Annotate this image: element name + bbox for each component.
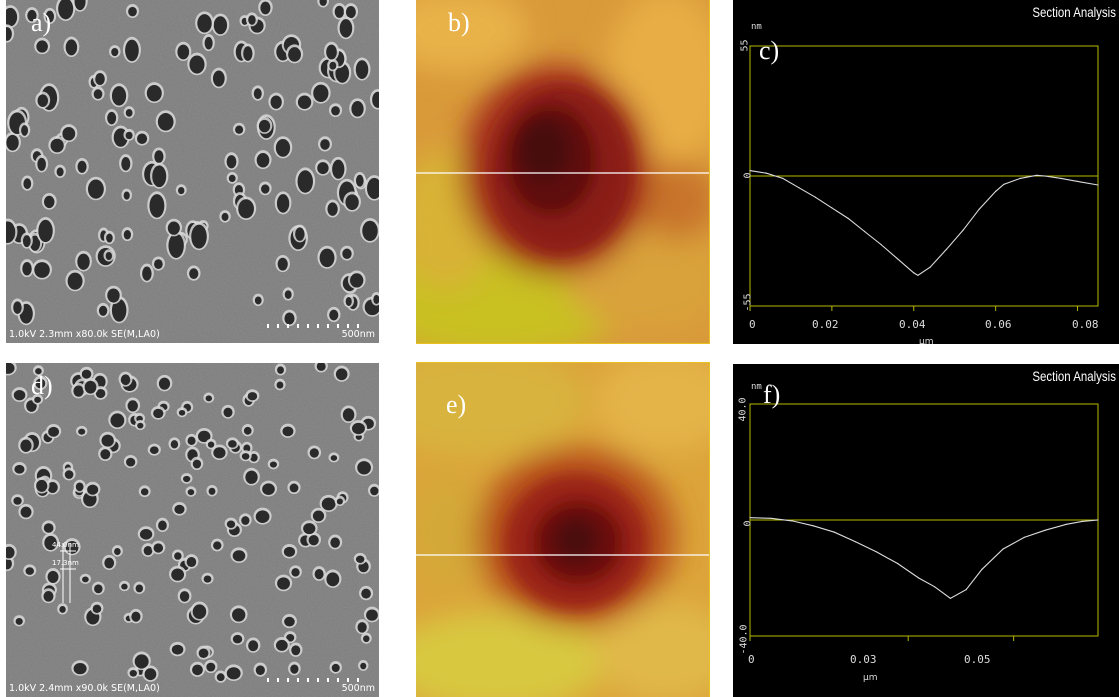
panel-label-e: e) [446, 390, 467, 419]
profile-point [978, 208, 980, 210]
profile-point [864, 230, 866, 233]
afm-heightmap-e [416, 362, 710, 697]
profile-point [749, 517, 751, 519]
profile-point [749, 170, 751, 172]
measurement-markers [60, 543, 76, 603]
x-tick-f-0: 0 [748, 653, 755, 666]
sem-texture [6, 363, 379, 697]
sem-footer-d: 1.0kV 2.4mm x90.0k SE(M,LA0) [9, 683, 160, 694]
profile-point [812, 525, 814, 527]
y-tick-f-0: 40.0 [737, 397, 749, 422]
profile-point [1019, 177, 1021, 179]
section-profile-chart-f [749, 403, 1099, 641]
y-tick-f-2: -40.0 [738, 624, 750, 655]
x-tick-c-2: 0.04 [899, 318, 926, 331]
profile-point [981, 568, 983, 570]
afm-heightmap-b [416, 0, 710, 344]
measurement-2: 17.3nm [52, 559, 79, 567]
panel-label-d: d) [31, 371, 53, 400]
y-tick-c-0: 55 [739, 39, 751, 52]
profile-point [929, 266, 931, 268]
panel-label-a: a) [31, 8, 52, 37]
profile-point [798, 187, 800, 189]
x-tick-f-1: 0.03 [850, 653, 877, 666]
profile-point [831, 207, 833, 209]
x-tick-f-2: 0.05 [964, 653, 991, 666]
profile-point [1081, 520, 1083, 522]
profile-point [945, 248, 948, 250]
profile-point [1097, 184, 1099, 186]
profile-point [1023, 536, 1025, 538]
x-tick-c-3: 0.06 [985, 318, 1012, 331]
profile-point [1044, 529, 1046, 531]
afm-image-b: b) [416, 0, 710, 344]
afm-image-e: e) [416, 362, 710, 697]
section-profile-chart-c [749, 45, 1099, 311]
y-tick-f-1: 0 [742, 520, 754, 527]
profile-point [933, 586, 936, 588]
profile-point [918, 577, 920, 579]
profile-point [847, 217, 849, 220]
x-unit-c: μm [919, 337, 934, 344]
profile-point [1002, 548, 1004, 550]
sem-footer-a: 1.0kV 2.3mm x80.0k SE(M,LA0) [9, 329, 160, 340]
profile-point [814, 196, 817, 198]
y-unit-c: nm [751, 22, 762, 32]
sem-image-a: a) 1.0kV 2.3mm x80.0k SE(M,LA0) 500nm [6, 0, 379, 343]
profile-point [770, 517, 772, 519]
profile-point [917, 274, 919, 276]
profile-point [782, 177, 784, 179]
profile-point [1036, 174, 1038, 176]
y-tick-c-1: 0 [742, 172, 754, 179]
section-analysis-f: Section Analysis nm 40.0 0 -40.0 0 0.03 … [733, 364, 1119, 697]
profile-point [1076, 180, 1079, 182]
sem-texture [6, 0, 379, 343]
measurement-1: 44.0nm [52, 541, 79, 549]
profile-point [791, 520, 793, 522]
profile-point [875, 551, 878, 553]
profile-point [880, 243, 882, 246]
section-analysis-c: Section Analysis nm 55 0 -55 0 0.02 0.04… [733, 0, 1119, 344]
profile-point [965, 589, 967, 591]
profile-point [1044, 175, 1046, 177]
sem-image-d: d) 44.0nm 17.3nm 1.0kV 2.4mm x90.0k SE(M… [6, 363, 379, 697]
section-title-f: Section Analysis [1032, 368, 1116, 384]
panel-label-b: b) [448, 8, 470, 37]
profile-point [854, 541, 857, 543]
profile-point [913, 272, 915, 274]
panel-label-f: f) [763, 380, 781, 409]
section-title-c: Section Analysis [1032, 4, 1116, 20]
y-unit-f: nm [751, 382, 762, 392]
scale-bar-ticks [267, 678, 367, 682]
y-tick-c-2: -55 [742, 293, 754, 312]
x-tick-c-0: 0 [749, 318, 756, 331]
profile-point [1065, 523, 1067, 525]
section-profile-trace [749, 517, 1099, 599]
scale-bar-ticks [267, 324, 367, 328]
x-tick-c-1: 0.02 [812, 318, 839, 331]
profile-point [1003, 183, 1005, 185]
profile-point [949, 597, 951, 599]
profile-point [1097, 519, 1099, 521]
profile-point [765, 172, 767, 174]
panel-label-c: c) [759, 36, 780, 65]
scale-label-d: 500nm [341, 683, 375, 694]
profile-point [995, 190, 997, 192]
profile-point [897, 562, 899, 565]
profile-point [1060, 177, 1062, 179]
scale-label-a: 500nm [341, 329, 375, 340]
x-tick-c-4: 0.08 [1072, 318, 1099, 331]
section-profile-trace [749, 170, 1099, 276]
profile-point [962, 229, 964, 231]
profile-point [833, 531, 835, 533]
profile-point [896, 258, 898, 260]
x-unit-f: μm [863, 673, 878, 683]
